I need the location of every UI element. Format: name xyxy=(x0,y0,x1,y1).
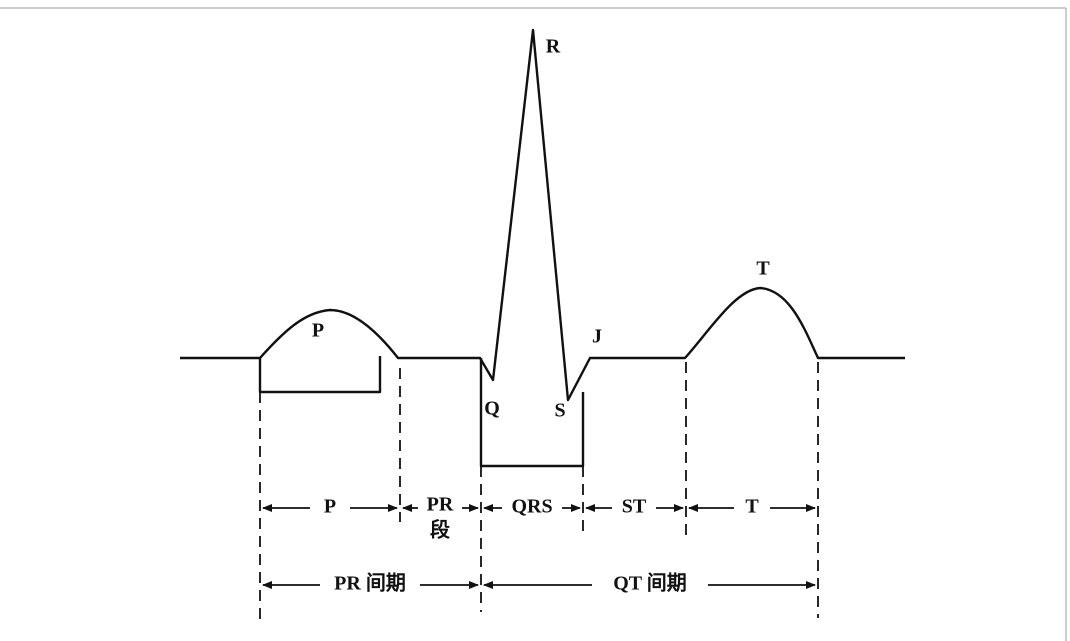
segment-label: QRS xyxy=(511,496,552,518)
wave-label: Q xyxy=(484,398,500,420)
wave-label: J xyxy=(592,326,602,348)
segment-label: P xyxy=(324,496,336,518)
interval-label: PR 间期 xyxy=(334,572,406,595)
segment-label: T xyxy=(745,496,759,518)
ecg-waveform xyxy=(180,28,905,402)
wave-label: S xyxy=(554,400,565,422)
wave-label: R xyxy=(546,36,561,58)
segment-label: ST xyxy=(622,496,647,518)
wave-label: T xyxy=(756,258,770,280)
interval-label: QT 间期 xyxy=(613,572,687,595)
segment-sublabel: 段 xyxy=(430,518,450,542)
segment-label: PR xyxy=(427,494,454,516)
p-box xyxy=(258,356,382,394)
qrs-box xyxy=(479,358,585,468)
wave-label: P xyxy=(312,320,324,342)
